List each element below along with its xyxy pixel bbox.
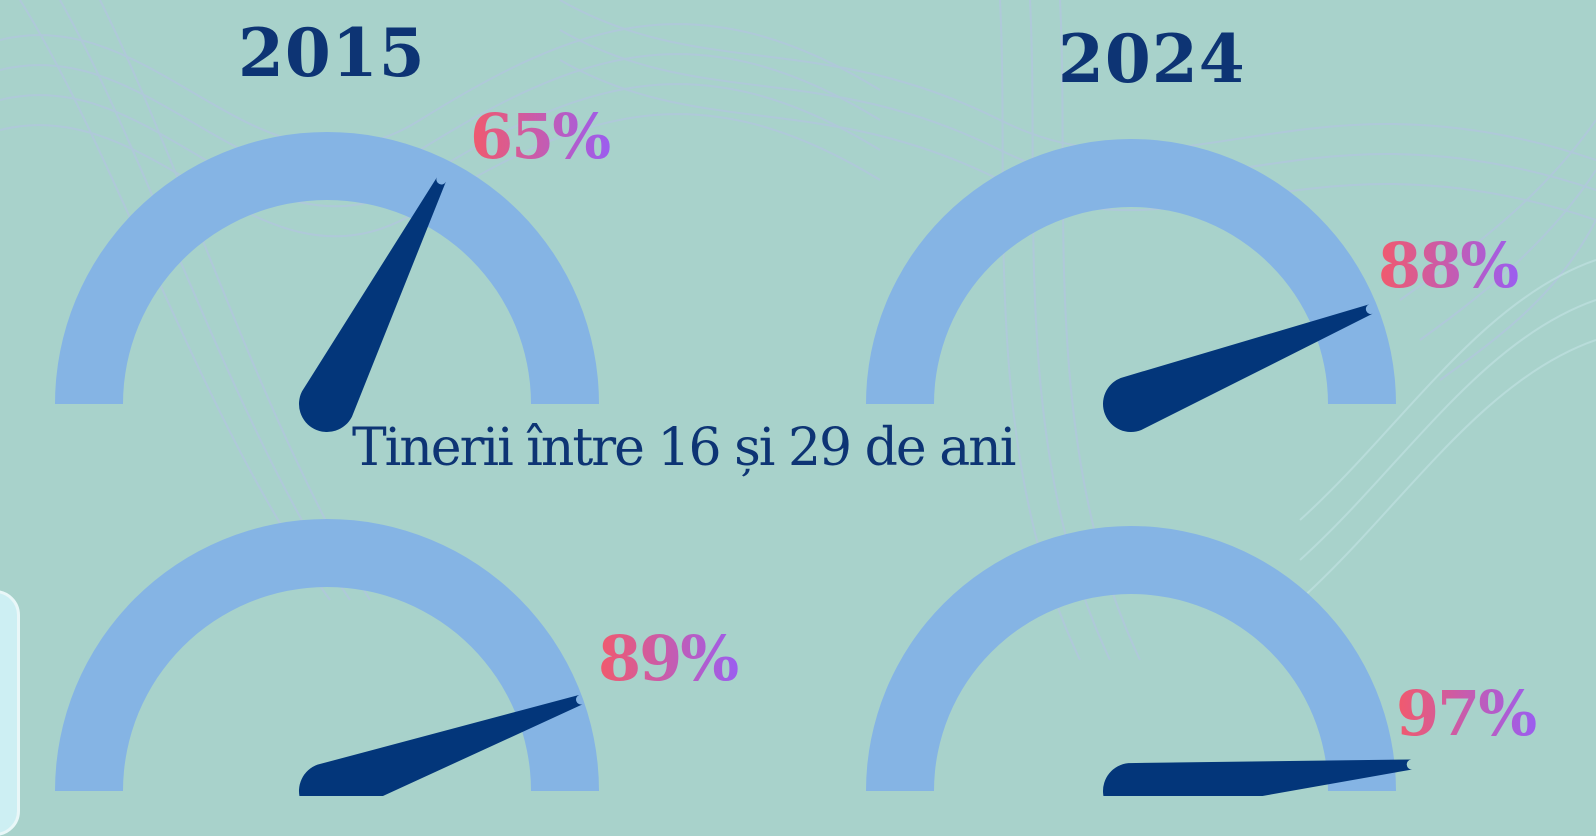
gauge-1: 65%: [55, 100, 612, 433]
gauge-chart: 65% 88% 89% 97%: [55, 100, 1538, 796]
gauge-arc: [866, 526, 1396, 791]
gauge-value-label: 88%: [1378, 229, 1518, 302]
gauge-needle: [1103, 759, 1413, 796]
gauge-arc: [55, 132, 599, 404]
gauge-2: 88%: [866, 139, 1520, 432]
gauge-arc: [866, 139, 1396, 404]
gauge-3: 89%: [55, 519, 740, 796]
gauge-value-label: 97%: [1396, 677, 1536, 750]
gauge-arc: [55, 519, 599, 791]
gauge-value-label: 65%: [470, 100, 610, 173]
gauge-value-label: 89%: [598, 622, 738, 695]
gauge-needle: [298, 177, 446, 433]
year-title-2015: 2015: [238, 14, 426, 92]
gauge-4: 97%: [866, 526, 1538, 796]
year-title-2024: 2024: [1058, 20, 1246, 98]
gauge-needle: [1103, 304, 1373, 432]
gauge-needle: [299, 694, 583, 796]
subtitle: Tinerii între 16 și 29 de ani: [352, 418, 1016, 478]
